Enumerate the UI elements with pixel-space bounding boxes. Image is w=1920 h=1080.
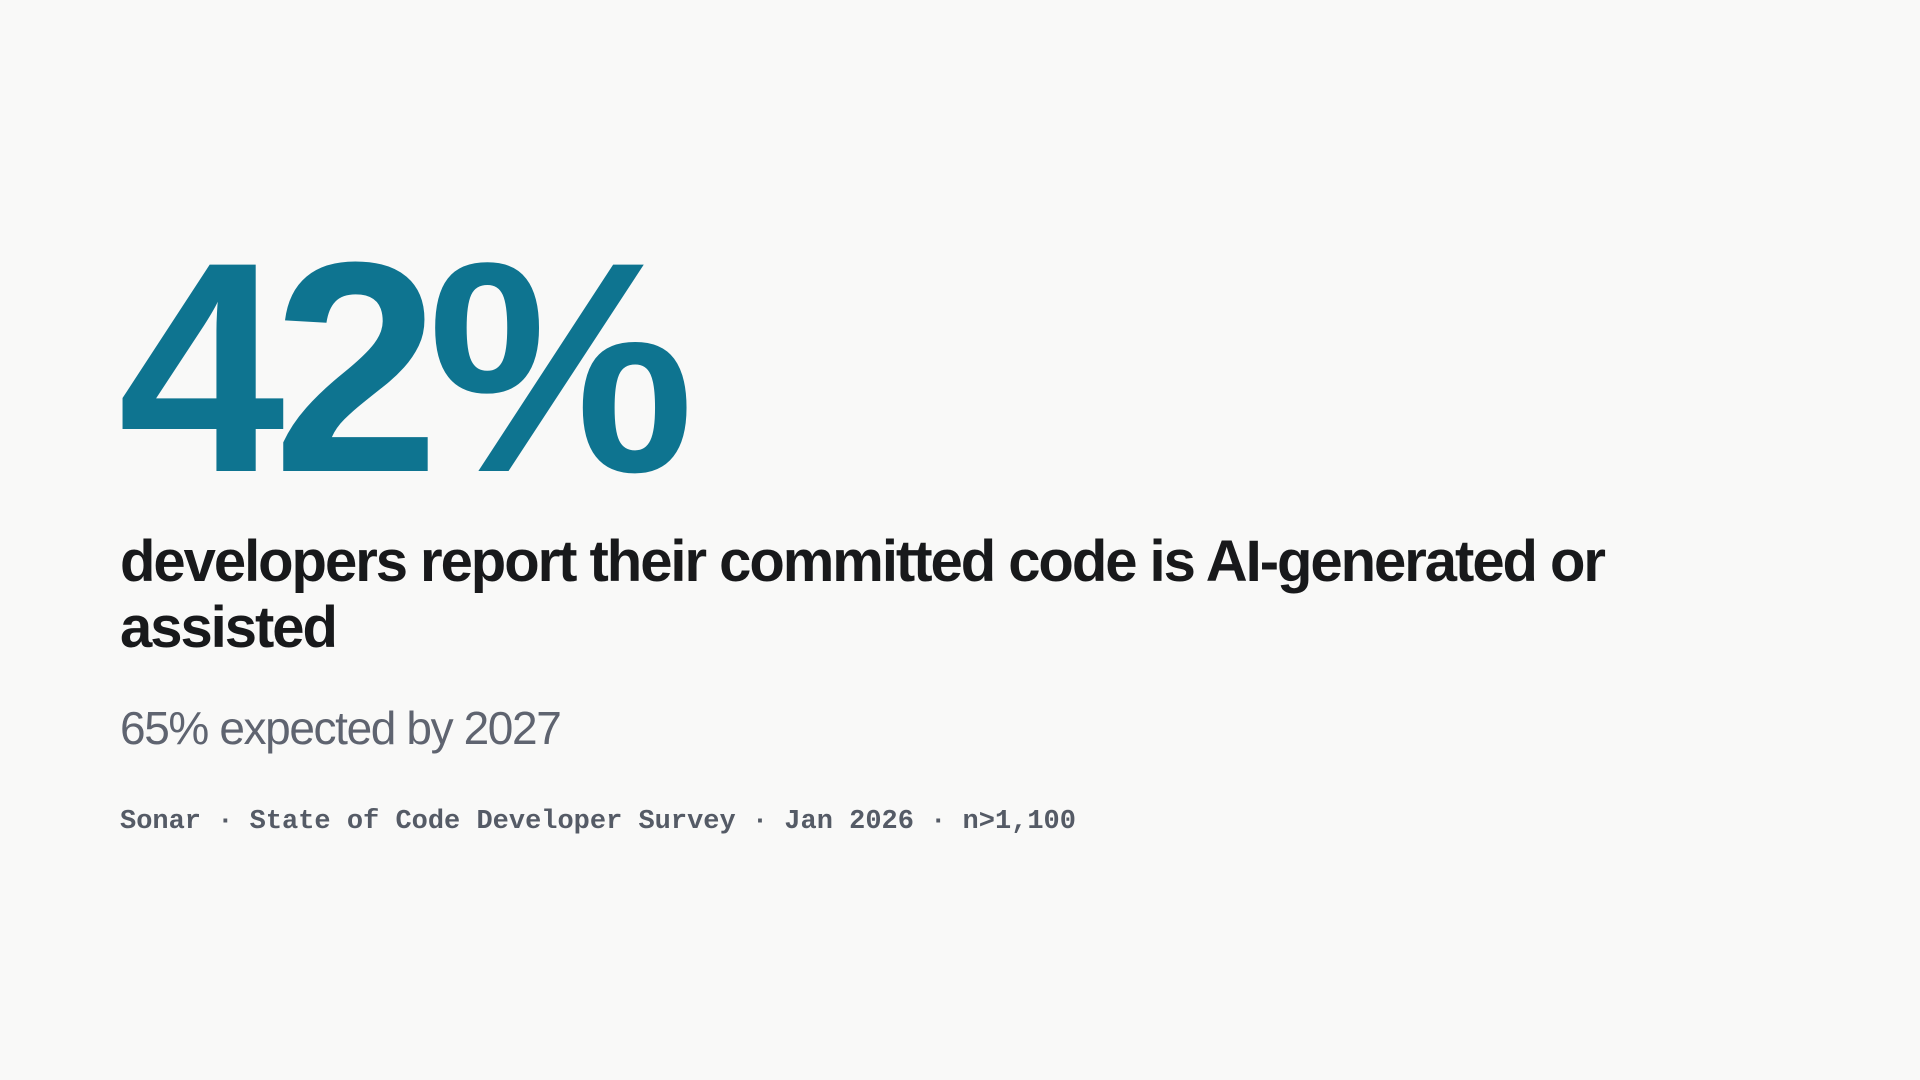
stat-value: 42% <box>118 199 694 535</box>
stat-description: developers report their committed code i… <box>120 529 1606 660</box>
stat-subtitle: 65% expected by 2027 <box>120 702 562 754</box>
source-line: Sonar · State of Code Developer Survey ·… <box>120 807 1076 837</box>
